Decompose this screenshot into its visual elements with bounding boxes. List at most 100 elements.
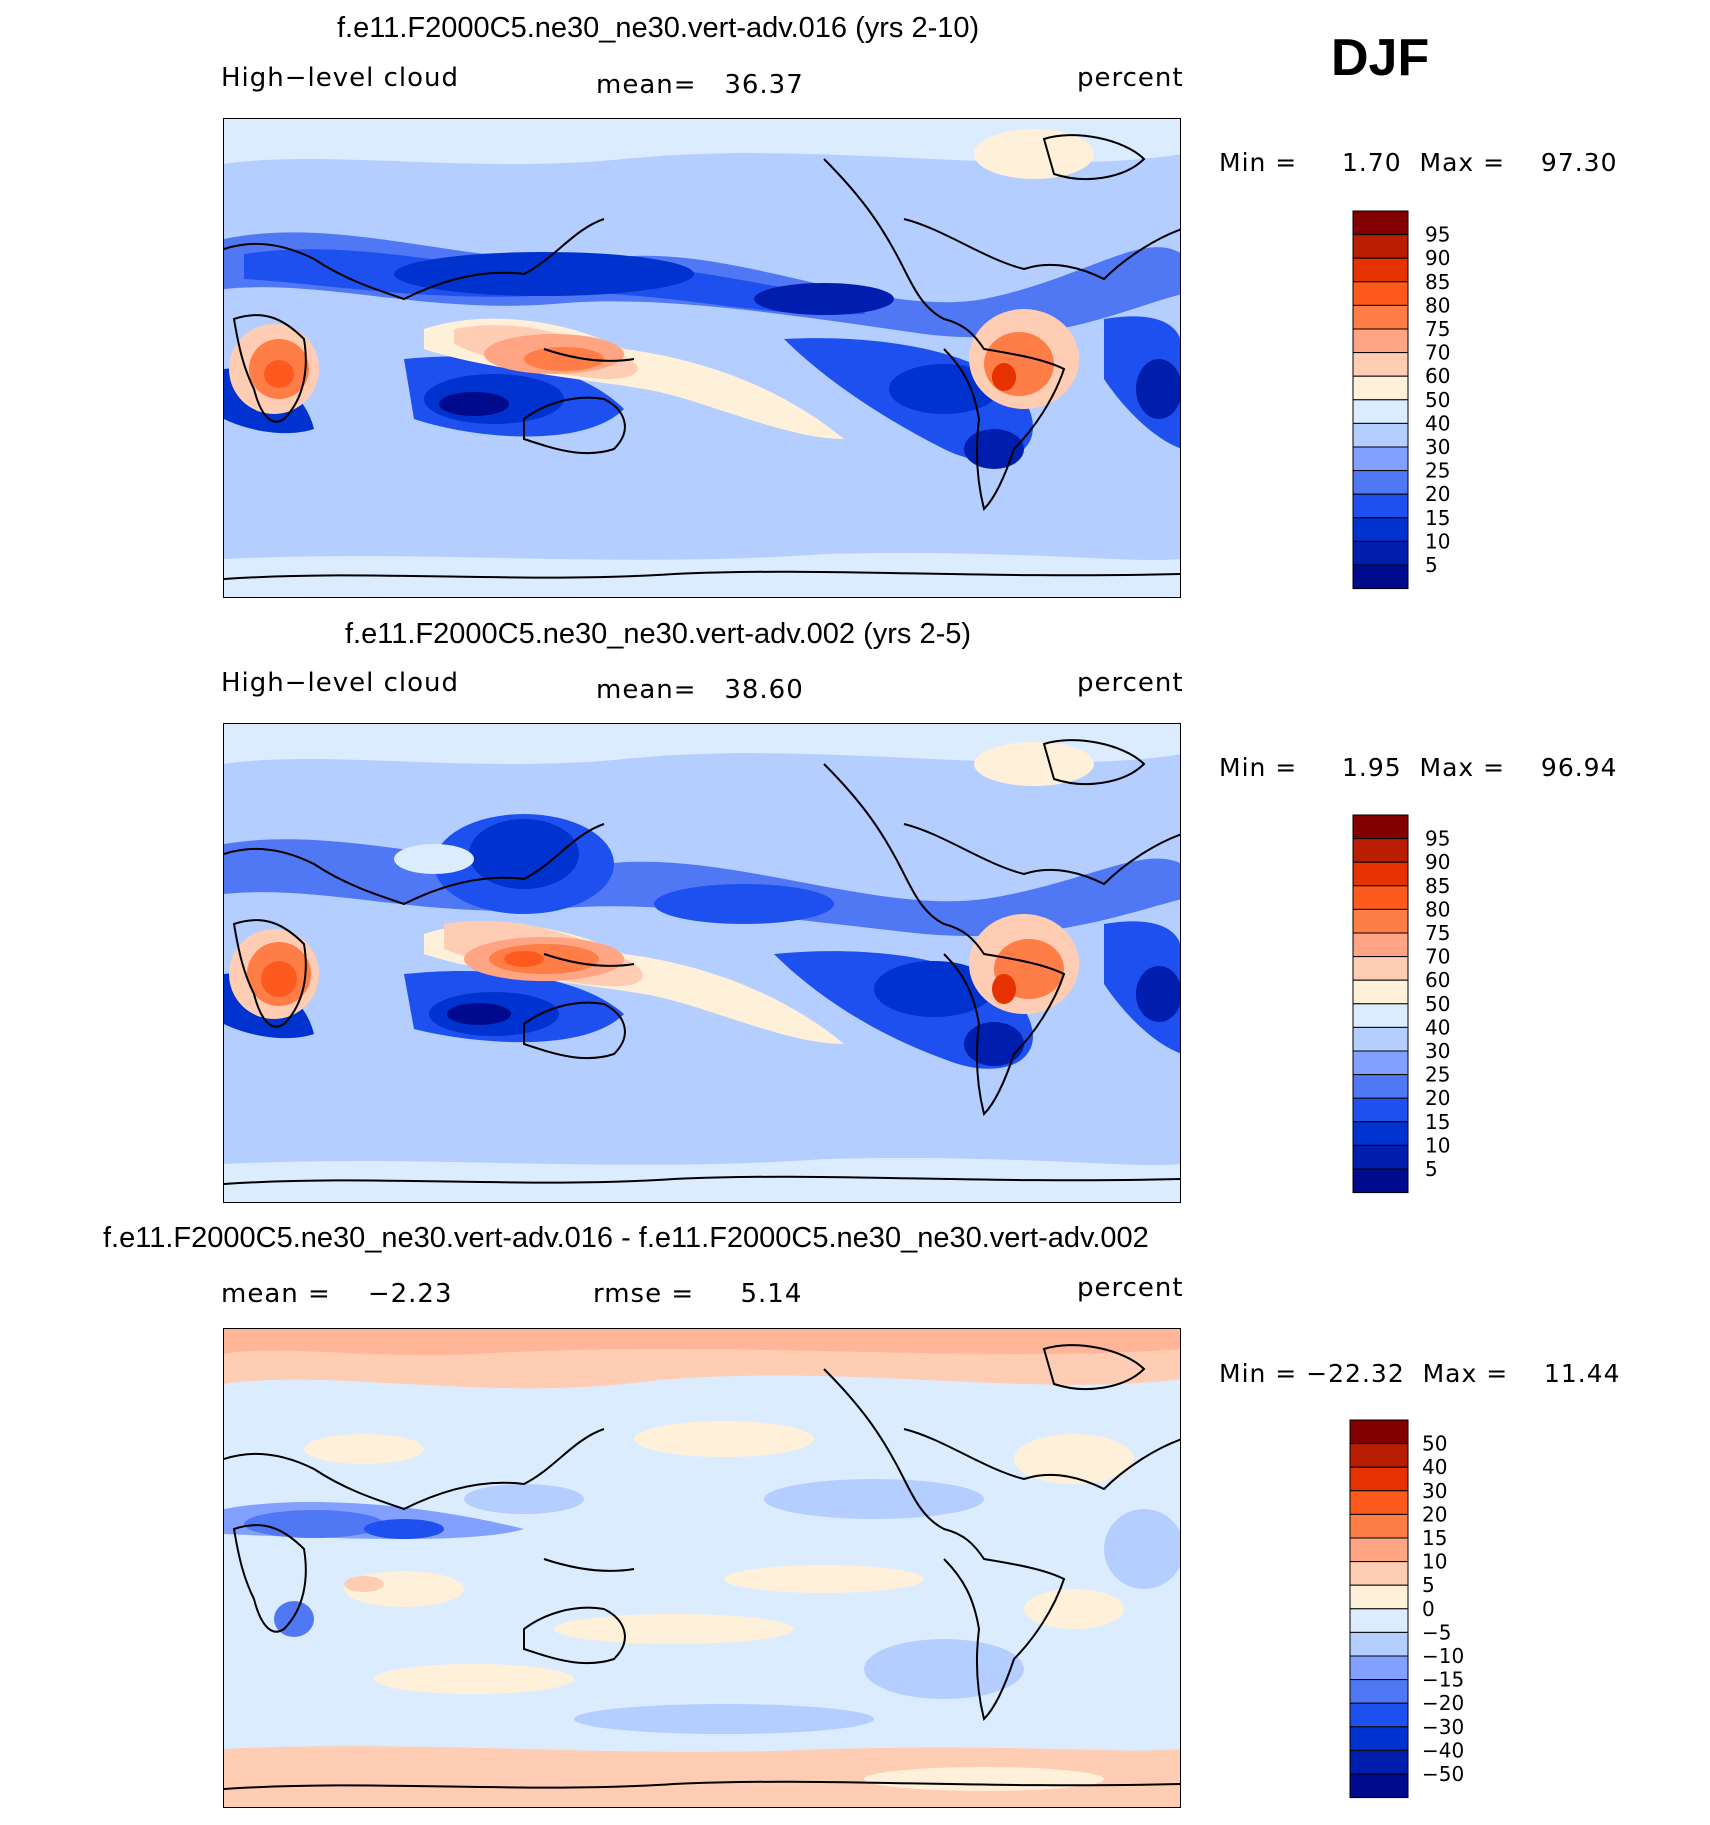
colorbar-2-swatch <box>1352 814 1409 840</box>
colorbar-3-label: −5 <box>1422 1620 1451 1644</box>
colorbar-2-label: 30 <box>1425 1039 1450 1063</box>
panel-2-mean: mean= 38.60 <box>596 675 804 705</box>
colorbar-3-swatch <box>1349 1513 1409 1539</box>
colorbar-1-label: 40 <box>1425 411 1450 435</box>
colorbar-1-label: 70 <box>1425 341 1450 365</box>
panel-2-map <box>223 723 1181 1203</box>
colorbar-3-label: 15 <box>1422 1526 1447 1550</box>
colorbar-3-swatch <box>1349 1443 1409 1468</box>
colorbar-2-swatch <box>1352 1121 1409 1146</box>
colorbar-3-label: −50 <box>1422 1762 1464 1786</box>
colorbar-3-label: 30 <box>1422 1479 1447 1503</box>
colorbar-2-swatch <box>1352 1026 1409 1052</box>
colorbar-1-label: 30 <box>1425 435 1450 459</box>
colorbar-1-swatch <box>1352 304 1409 330</box>
colorbar-3-label: −30 <box>1422 1715 1464 1739</box>
colorbar-2-swatch <box>1352 1003 1409 1028</box>
colorbar-1-swatch <box>1352 540 1409 566</box>
colorbar-2-label: 90 <box>1425 850 1450 874</box>
colorbar-3-swatch <box>1349 1537 1409 1563</box>
colorbar-3-label: −15 <box>1422 1668 1464 1692</box>
colorbar-1-swatch <box>1352 257 1409 283</box>
colorbar-3-swatch <box>1349 1584 1409 1610</box>
panel-3-minmax: Min = −22.32 Max = 11.44 <box>1219 1359 1621 1388</box>
colorbar-2-swatch <box>1352 1074 1409 1099</box>
colorbar-1-swatch <box>1352 234 1409 259</box>
colorbar-2-label: 85 <box>1425 874 1450 898</box>
colorbar-1-label: 90 <box>1425 246 1450 270</box>
colorbar-3-swatch <box>1349 1608 1409 1633</box>
panel-3-units: percent <box>1077 1273 1184 1303</box>
colorbar-1-label: 85 <box>1425 270 1450 294</box>
colorbar-2-swatch <box>1352 932 1409 958</box>
colorbar-2-label: 70 <box>1425 945 1450 969</box>
colorbar-3-swatch <box>1349 1726 1409 1751</box>
colorbar-2-swatch <box>1352 1097 1409 1123</box>
panel-2-title: f.e11.F2000C5.ne30_ne30.vert-adv.002 (yr… <box>345 618 972 650</box>
panel-1-map <box>223 118 1181 598</box>
colorbar-1-swatch <box>1352 517 1409 542</box>
season-label: DJF <box>1331 29 1430 87</box>
colorbar-3-swatch <box>1349 1749 1409 1775</box>
colorbar-1-swatch <box>1352 493 1409 519</box>
panel-2-minmax: Min = 1.95 Max = 96.94 <box>1219 753 1618 782</box>
colorbar-1-swatch <box>1352 399 1409 424</box>
colorbar-2-swatch <box>1352 1168 1409 1194</box>
colorbar-2-label: 40 <box>1425 1015 1450 1039</box>
colorbar-3-label: 5 <box>1422 1573 1435 1597</box>
colorbar-2-swatch <box>1352 838 1409 863</box>
panel-1-field <box>224 119 1180 597</box>
panel-1-minmax: Min = 1.70 Max = 97.30 <box>1219 148 1618 177</box>
colorbar-1-label: 15 <box>1425 506 1450 530</box>
colorbar-2-swatch <box>1352 979 1409 1005</box>
colorbar-2-label: 15 <box>1425 1110 1450 1134</box>
colorbar-1-swatch <box>1352 210 1409 236</box>
colorbar-2-swatch <box>1352 1144 1409 1170</box>
panel-2-field <box>224 724 1180 1202</box>
colorbar-2-label: 60 <box>1425 968 1450 992</box>
colorbar-2-label: 25 <box>1425 1063 1450 1087</box>
panel-3-title: f.e11.F2000C5.ne30_ne30.vert-adv.016 - f… <box>103 1222 1149 1254</box>
colorbar-1-swatch <box>1352 470 1409 495</box>
panel-3-rmse: rmse = 5.14 <box>593 1279 803 1309</box>
colorbar-3-swatch <box>1349 1490 1409 1515</box>
panel-1-units: percent <box>1077 63 1184 93</box>
colorbar-3-label: −10 <box>1422 1644 1464 1668</box>
colorbar-1-label: 75 <box>1425 317 1450 341</box>
colorbar-1-swatch <box>1352 328 1409 354</box>
colorbar-3-swatch <box>1349 1679 1409 1704</box>
colorbar-1-label: 80 <box>1425 293 1450 317</box>
colorbar-1-label: 10 <box>1425 529 1450 553</box>
colorbar-2-label: 5 <box>1425 1157 1438 1181</box>
colorbar-3-label: 10 <box>1422 1550 1447 1574</box>
colorbar-3-label: 40 <box>1422 1455 1447 1479</box>
colorbar-1-label: 60 <box>1425 364 1450 388</box>
colorbar-2-swatch <box>1352 908 1409 934</box>
colorbar-1-label: 50 <box>1425 388 1450 412</box>
colorbar-1-swatch <box>1352 422 1409 448</box>
panel-3-mean: mean = −2.23 <box>221 1279 453 1309</box>
colorbar-2-label: 50 <box>1425 992 1450 1016</box>
panel-1-mean: mean= 36.37 <box>596 70 804 100</box>
colorbar-3-swatch <box>1349 1419 1409 1445</box>
colorbar-3-swatch <box>1349 1561 1409 1586</box>
colorbar-1-swatch <box>1352 564 1409 590</box>
colorbar-3-label: 20 <box>1422 1502 1447 1526</box>
colorbar-1-swatch <box>1352 352 1409 377</box>
colorbar-2-label: 20 <box>1425 1086 1450 1110</box>
colorbar-2-label: 95 <box>1425 827 1450 851</box>
colorbar-1-label: 95 <box>1425 223 1450 247</box>
colorbar-2-label: 75 <box>1425 921 1450 945</box>
colorbar-1-label: 25 <box>1425 459 1450 483</box>
colorbar-3-label: −20 <box>1422 1691 1464 1715</box>
colorbar-3-label: 50 <box>1422 1432 1447 1456</box>
panel-2-variable: High−level cloud <box>221 668 460 698</box>
colorbar-2-swatch <box>1352 956 1409 981</box>
colorbar-1-swatch <box>1352 375 1409 401</box>
colorbar-2-label: 10 <box>1425 1133 1450 1157</box>
colorbar-2-swatch <box>1352 885 1409 910</box>
colorbar-3-label: −40 <box>1422 1738 1464 1762</box>
